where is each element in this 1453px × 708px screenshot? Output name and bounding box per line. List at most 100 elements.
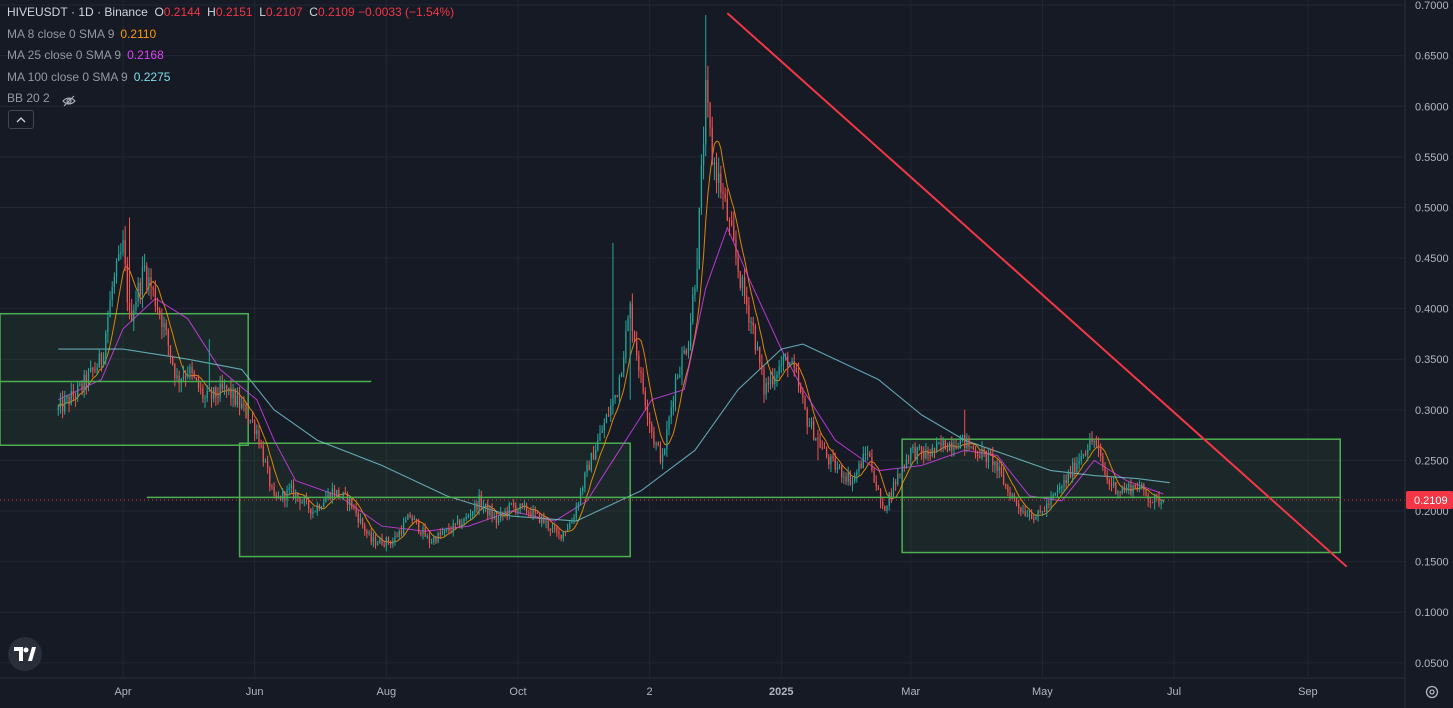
- candle-body: [782, 357, 785, 365]
- candle-body: [297, 492, 299, 498]
- candle-body: [858, 463, 860, 473]
- candle-body: [905, 459, 908, 468]
- range-box[interactable]: [901, 438, 1342, 554]
- collapse-legend-button[interactable]: [8, 110, 34, 129]
- candle-body: [184, 376, 187, 378]
- candle-body: [530, 512, 532, 517]
- candle-body: [659, 445, 662, 462]
- candle-body: [174, 364, 176, 379]
- candle-body: [1009, 491, 1011, 499]
- trendline[interactable]: [726, 12, 1348, 568]
- candle-body: [1087, 449, 1089, 455]
- candle-body: [910, 448, 912, 460]
- candle-body: [264, 461, 267, 463]
- candle-body: [1015, 497, 1018, 504]
- candle-body: [743, 277, 746, 296]
- exchange-name[interactable]: Binance: [104, 5, 148, 20]
- candle-body: [374, 537, 377, 546]
- candle-body: [150, 277, 152, 288]
- candle-body: [666, 429, 668, 450]
- indicator-bb[interactable]: BB 20 2: [7, 88, 454, 110]
- candle-body: [292, 484, 295, 498]
- indicator-name: MA 8 close 0 SMA 9: [7, 26, 115, 41]
- indicator-ma100[interactable]: MA 100 close 0 SMA 9 0.2275: [7, 67, 454, 89]
- candle-body: [815, 438, 817, 440]
- candle-body: [970, 446, 972, 448]
- hidden-eye-icon[interactable]: [61, 93, 76, 107]
- candle-body: [953, 446, 955, 450]
- candle-body: [925, 450, 927, 459]
- candle-body: [931, 447, 933, 456]
- time-axis[interactable]: Apr Jun Aug Oct 2 2025 Mar May Jul Sep: [0, 677, 1405, 698]
- time-tick-label: Apr: [114, 686, 131, 698]
- candle-body: [467, 516, 469, 518]
- candle-body: [456, 519, 459, 524]
- candle-body: [74, 396, 77, 398]
- time-tick-label: Jun: [246, 686, 264, 698]
- candle-body: [661, 454, 664, 462]
- candle-body: [161, 315, 163, 328]
- candle-body: [1080, 456, 1082, 461]
- candle-body: [791, 361, 793, 365]
- indicator-ma25[interactable]: MA 25 close 0 SMA 9 0.2168: [7, 45, 454, 67]
- candle-body: [273, 486, 275, 496]
- candle-body: [610, 405, 612, 416]
- candle-body: [879, 489, 882, 503]
- candle-body: [64, 398, 66, 412]
- candle-body: [342, 492, 344, 497]
- indicator-value: 0.2168: [127, 48, 164, 63]
- candle-body: [1046, 503, 1048, 512]
- candle-body: [832, 456, 834, 459]
- price-tick-label: 0.1500: [1415, 557, 1449, 569]
- candle-body: [463, 518, 465, 525]
- candle-body: [651, 424, 653, 432]
- axis-settings-button[interactable]: [1424, 684, 1440, 700]
- candle-body: [750, 322, 752, 324]
- candle-body: [560, 534, 562, 539]
- candle-body: [351, 497, 353, 508]
- box-drawings[interactable]: [0, 312, 1342, 558]
- indicator-ma8[interactable]: MA 8 close 0 SMA 9 0.2110: [7, 24, 454, 46]
- symbol-name[interactable]: HIVEUSDT: [7, 5, 68, 20]
- candle-body: [271, 486, 273, 488]
- candle-body: [1033, 518, 1035, 520]
- candle-body: [989, 451, 992, 455]
- candle-body: [314, 511, 316, 513]
- candle-body: [543, 516, 545, 523]
- tradingview-logo-icon: [14, 647, 36, 661]
- candle-body: [756, 346, 759, 351]
- candle-body: [582, 487, 584, 492]
- candle-body: [845, 476, 847, 482]
- candle-body: [549, 528, 551, 531]
- candle-body: [819, 438, 821, 448]
- candle-body: [400, 530, 403, 534]
- grid-lines: [0, 0, 1405, 678]
- candle-body: [538, 512, 541, 523]
- range-box[interactable]: [0, 312, 249, 447]
- interval[interactable]: 1D: [78, 5, 94, 20]
- tradingview-logo[interactable]: [8, 637, 42, 671]
- candle-body: [1093, 440, 1095, 443]
- candle-body: [761, 363, 763, 370]
- candle-body: [877, 487, 880, 490]
- candle-body: [1153, 495, 1156, 504]
- price-axis[interactable]: 0.0500 0.1000 0.1500 0.2000 0.2500 0.3000 0.35…: [1404, 0, 1453, 708]
- candle-body: [916, 446, 918, 460]
- candle-body: [1119, 491, 1121, 493]
- candle-body: [948, 442, 951, 451]
- moving-average-lines: [57, 140, 1170, 544]
- separator: ·: [71, 5, 76, 20]
- candle-body: [266, 461, 269, 468]
- indicator-name: MA 100 close 0 SMA 9: [7, 69, 128, 84]
- candle-body: [705, 79, 707, 145]
- line-drawings[interactable]: [0, 12, 1405, 568]
- candle-body: [1071, 462, 1074, 477]
- candle-body: [987, 451, 990, 462]
- candle-body: [1024, 511, 1026, 517]
- candle-body: [886, 505, 888, 511]
- high-label: H: [207, 5, 216, 20]
- candle-body: [385, 537, 387, 547]
- last-price-badge[interactable]: [1406, 490, 1453, 509]
- candle-body: [96, 367, 98, 371]
